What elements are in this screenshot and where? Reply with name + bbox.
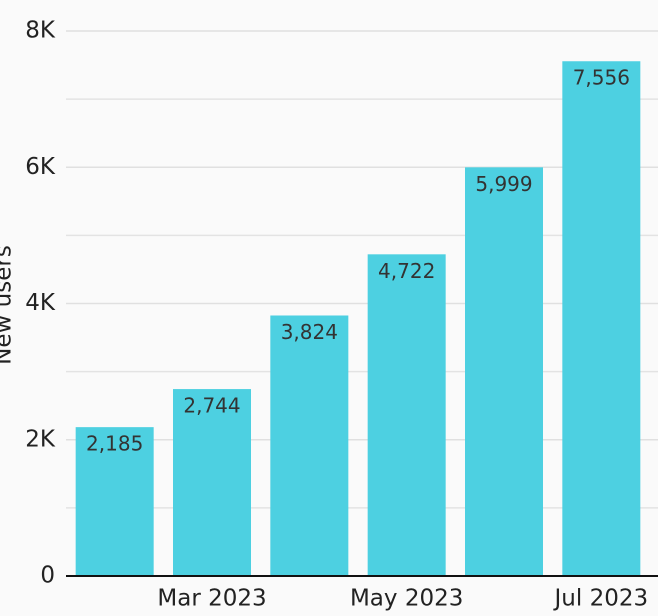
y-tick-label: 4K [25, 290, 56, 316]
value-label: 3,824 [281, 320, 338, 344]
bar [173, 389, 251, 576]
value-label: 5,999 [475, 172, 532, 196]
x-tick-label: May 2023 [350, 586, 463, 612]
x-tick-label: Mar 2023 [157, 586, 266, 612]
value-label: 4,722 [378, 259, 435, 283]
y-tick-label: 2K [25, 426, 56, 452]
bar [367, 254, 446, 576]
y-tick-label: 8K [25, 18, 56, 44]
x-tick-label: Jul 2023 [553, 586, 649, 612]
bar [270, 315, 349, 576]
bar [562, 61, 641, 577]
y-axis-label: New users [0, 245, 17, 365]
value-label: 2,744 [183, 394, 240, 418]
value-label: 2,185 [86, 432, 143, 456]
bar [465, 167, 543, 577]
value-label: 7,556 [573, 66, 630, 90]
y-tick-label: 6K [25, 154, 56, 180]
bar [75, 427, 154, 576]
y-tick-label: 0 [40, 563, 55, 589]
